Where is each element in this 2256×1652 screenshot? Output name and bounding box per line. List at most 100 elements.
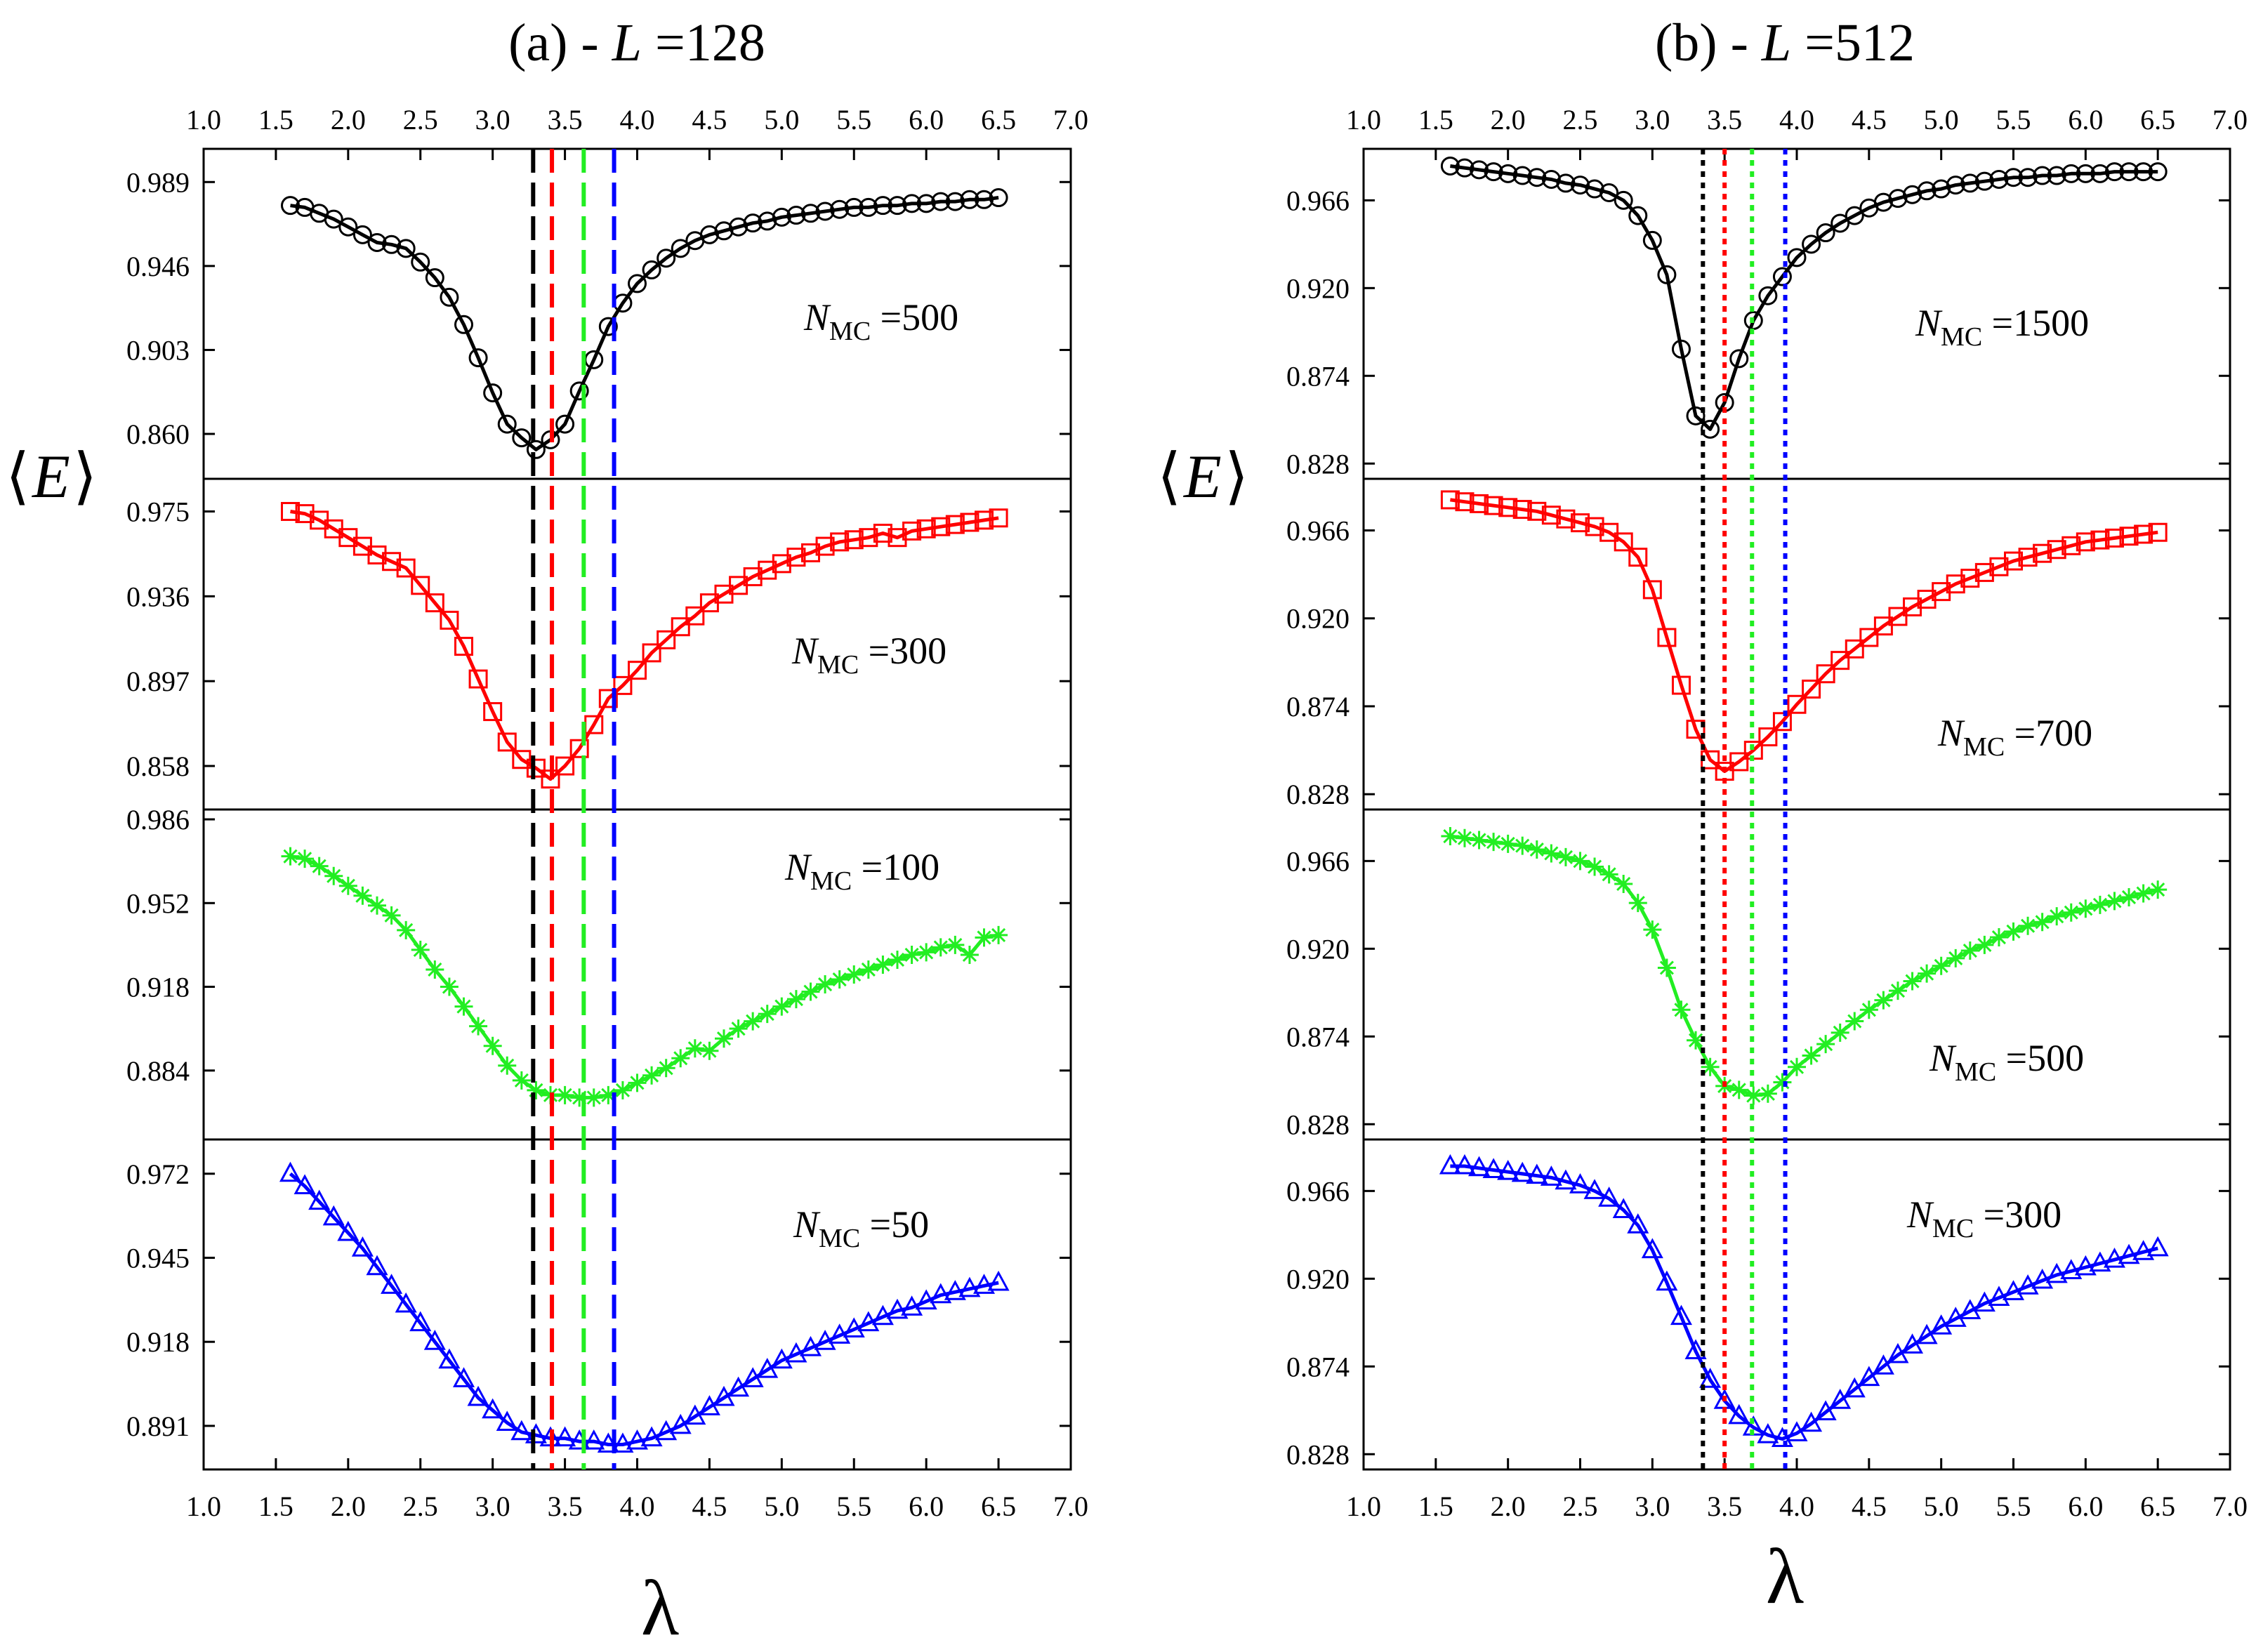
- data-point: [527, 1081, 546, 1099]
- data-point: [1614, 190, 1633, 210]
- data-point: [1657, 628, 1677, 647]
- svg-text:E: E: [31, 443, 70, 511]
- data-point: [2004, 922, 2023, 941]
- data-point: [2104, 528, 2124, 548]
- data-point: [2002, 1280, 2025, 1300]
- data-point: [1439, 1154, 1461, 1175]
- data-point: [917, 943, 936, 962]
- data-point: [786, 990, 805, 1009]
- panel-b-subplot-2: 0.828 0.874 0.920 0.966 NMC =500: [1286, 808, 2231, 1141]
- data-point: [960, 945, 979, 964]
- data-point: [1787, 694, 1807, 714]
- data-point: [843, 1317, 865, 1337]
- data-point: [1468, 1156, 1491, 1177]
- data-point: [642, 1066, 661, 1085]
- data-point: [1571, 513, 1590, 533]
- data-point: [454, 997, 473, 1016]
- panel-a-title: (a) - L =128: [508, 13, 765, 72]
- nmc-label: NMC =700: [1937, 712, 2092, 762]
- subplot-frame: [1362, 1138, 2231, 1471]
- panel-a-x-tick-label-bottom: 4.0: [620, 1491, 655, 1522]
- panel-a-x-tick-label-bottom: 3.5: [548, 1491, 583, 1522]
- panel-b: 1.0 1.0 1.5 1.5 2.0 2.0 2.5 2.5 3.0 3.0 3.5 3.5 4.0 4…: [1286, 104, 2248, 1522]
- data-point: [1974, 171, 1994, 191]
- y-tick-label: 0.920: [1286, 603, 1350, 635]
- panel-b-x-tick-label-top: 1.0: [1346, 104, 1381, 136]
- panel-b-x-tick-label-top: 4.5: [1852, 104, 1887, 136]
- data-point: [1657, 265, 1677, 284]
- y-tick-label: 0.874: [1286, 360, 1350, 392]
- data-point: [758, 211, 777, 231]
- panel-b-x-tick-label-top: 2.0: [1491, 104, 1526, 136]
- data-point: [1642, 580, 1662, 600]
- data-point: [1814, 1400, 1837, 1420]
- data-point: [671, 239, 690, 258]
- data-point: [1975, 935, 1994, 954]
- data-point: [2090, 164, 2110, 183]
- data-point: [844, 530, 864, 550]
- data-point: [628, 274, 647, 293]
- data-point: [1614, 532, 1633, 552]
- panel-a-x-tick-label-bottom: 6.0: [909, 1491, 944, 1522]
- data-point: [657, 630, 676, 649]
- data-point: [945, 515, 965, 534]
- data-point: [1729, 1081, 1748, 1099]
- data-point: [2090, 530, 2110, 550]
- data-point: [281, 847, 300, 866]
- data-point: [468, 669, 488, 689]
- panel-b-x-tick-label-bottom: 3.5: [1707, 1491, 1742, 1522]
- data-point: [382, 906, 401, 925]
- data-point: [599, 1085, 618, 1104]
- svg-text:⟩: ⟩: [73, 443, 97, 511]
- series-line: [1450, 164, 2158, 431]
- data-point: [1873, 192, 1893, 212]
- series-1: [1440, 490, 2168, 781]
- y-tick-label: 0.884: [126, 1055, 190, 1087]
- data-point: [729, 217, 748, 237]
- data-point: [425, 268, 444, 288]
- data-point: [873, 955, 892, 974]
- data-point: [743, 213, 763, 233]
- data-point: [2074, 1255, 2097, 1276]
- data-point: [1643, 920, 1662, 939]
- subplot-frame: [1362, 808, 2231, 1141]
- data-point: [2089, 1251, 2111, 1272]
- data-point: [367, 232, 387, 252]
- data-point: [626, 1429, 649, 1450]
- data-point: [1686, 406, 1706, 425]
- data-point: [2148, 522, 2168, 542]
- data-point: [628, 661, 647, 680]
- data-point: [308, 1189, 331, 1210]
- panel-a-x-tick-label-top: 4.0: [620, 104, 655, 136]
- panel-b-x-tick-label-top: 5.5: [1996, 104, 2031, 136]
- data-point: [1974, 562, 1994, 582]
- data-point: [2004, 551, 2023, 571]
- data-point: [1845, 1012, 1864, 1031]
- y-tick-label: 0.874: [1286, 1351, 1350, 1382]
- data-point: [512, 428, 532, 448]
- y-tick-label: 0.946: [126, 251, 190, 282]
- data-point: [555, 1085, 574, 1104]
- nmc-label: NMC =50: [793, 1203, 929, 1253]
- data-point: [2045, 1262, 2068, 1283]
- data-point: [396, 558, 416, 578]
- data-point: [1989, 928, 2008, 947]
- panel-b-x-tick-label-bottom: 7.0: [2212, 1491, 2248, 1522]
- panel-b-x-tick-label-bottom: 6.5: [2140, 1491, 2175, 1522]
- data-point: [1932, 956, 1951, 975]
- panel-b-x-tick-label-bottom: 5.5: [1996, 1491, 2031, 1522]
- data-point: [1569, 1173, 1592, 1194]
- data-point: [1527, 168, 1547, 187]
- data-point: [483, 1036, 502, 1055]
- data-point: [1541, 505, 1561, 525]
- data-point: [1628, 548, 1648, 567]
- data-point: [497, 732, 517, 752]
- data-point: [598, 689, 618, 708]
- panel-b-x-tick-label-bottom: 5.0: [1924, 1491, 1959, 1522]
- y-tick-label: 0.966: [1286, 515, 1350, 547]
- data-point: [1915, 1323, 1938, 1344]
- data-point: [454, 637, 473, 656]
- data-point: [554, 1426, 576, 1447]
- data-point: [772, 997, 791, 1016]
